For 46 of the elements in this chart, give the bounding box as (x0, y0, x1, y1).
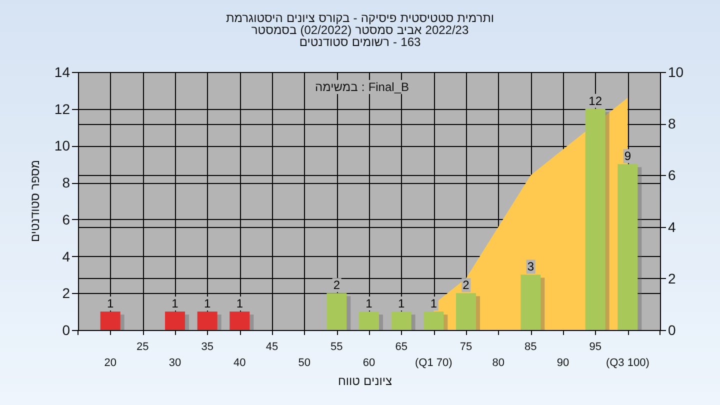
y-tick-label: 2 (62, 285, 70, 302)
data-label: 1 (398, 296, 405, 311)
chart-title: היסטוגרמת ציונים בקורס - פיסיקה סטטיסטית ותרמית (226, 11, 494, 25)
x-tick-label: 95 (589, 341, 602, 353)
y2-tick-label: 0 (668, 322, 676, 338)
y-tick-label: 4 (62, 248, 70, 264)
x-tick-label: 25 (136, 341, 149, 353)
data-label: 2 (333, 278, 340, 292)
data-label: 12 (588, 94, 602, 108)
x-tick-label: 50 (298, 357, 310, 369)
x-tick-label: 40 (234, 357, 246, 369)
data-label: 1 (366, 296, 373, 311)
data-label: 3 (527, 260, 534, 274)
x-tick-label: 85 (524, 341, 537, 353)
x-tick-label: 65 (395, 341, 408, 353)
x-axis-title: טווח ציונים (338, 374, 392, 388)
x-tick-label: 80 (492, 357, 504, 369)
data-label: 2 (462, 278, 470, 292)
x-tick-label: 60 (362, 357, 376, 369)
y2-tick-label: 8 (668, 116, 676, 132)
y-axis-title: מספר סטודנטים (28, 160, 42, 242)
x-tick-label: 35 (201, 341, 214, 353)
y-tick-label: 0 (62, 322, 70, 338)
x-tick-label: 45 (266, 341, 278, 353)
x-tick-label: 30 (168, 357, 182, 369)
data-label: 1 (430, 296, 438, 311)
data-label: 1 (172, 296, 179, 311)
y-tick-label: 12 (54, 100, 70, 117)
x-tick-label: 20 (104, 357, 116, 369)
y2-tick-label: 2 (668, 270, 676, 286)
y-tick-label: 8 (62, 174, 70, 191)
x-tick-label: 55 (330, 341, 343, 353)
y2-tick-label: 4 (668, 218, 676, 235)
x-tick-label: 75 (460, 341, 472, 353)
y2-tick-label: 6 (668, 167, 676, 184)
data-label: 1 (236, 296, 244, 311)
x-tick-label: (Q3 100) (606, 357, 650, 369)
data-label: 1 (106, 296, 114, 311)
y2-tick-label: 10 (668, 64, 684, 80)
x-tick-label: (Q1 70) (415, 357, 452, 369)
y-tick-label: 6 (62, 211, 70, 228)
data-label: 1 (204, 296, 211, 311)
x-tick-label: 90 (556, 357, 570, 369)
data-label: 9 (624, 149, 632, 164)
y-tick-label: 10 (54, 138, 70, 154)
y-tick-label: 14 (54, 64, 70, 80)
